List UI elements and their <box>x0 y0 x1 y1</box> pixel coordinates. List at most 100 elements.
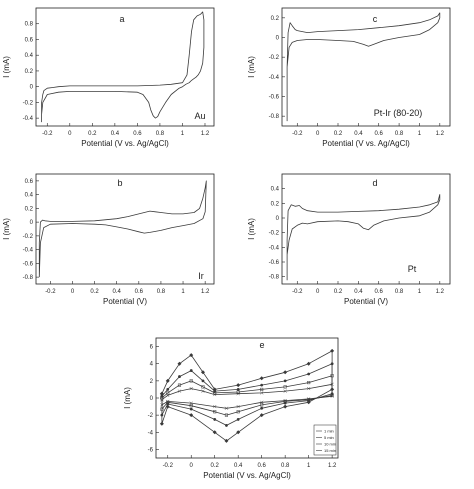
data-point <box>178 375 181 378</box>
panel-letter: c <box>373 14 378 24</box>
y-tick-label: 0 <box>30 85 34 91</box>
data-point <box>306 397 311 401</box>
panel-e: -0.2 0 0.2 0.4 0.6 0.8 1 1.2 -6 -4 -2 0 2 4 6 Potential… <box>123 337 339 480</box>
panel-a: -0.2 0 0.2 0.4 0.6 0.8 1 1.2 -0.4 -0.2 0 0.2 0.4 0.6 0… <box>2 7 215 148</box>
data-point <box>236 383 241 388</box>
x-tick-label: 0.4 <box>113 289 122 295</box>
panel-letter: d <box>372 178 377 188</box>
legend-entry: 5 min <box>324 435 334 440</box>
y-tick-label: -0.2 <box>269 55 280 61</box>
data-point <box>165 378 170 383</box>
data-point <box>177 383 182 387</box>
data-point <box>200 370 205 375</box>
data-point <box>260 383 264 387</box>
x-tick-label: 1 <box>181 289 185 295</box>
data-point <box>189 407 193 411</box>
data-point <box>236 388 240 391</box>
y-tick-label: -0.2 <box>23 100 34 106</box>
data-point <box>160 398 164 402</box>
data-point <box>236 404 240 409</box>
data-point <box>283 385 287 389</box>
y-tick-label: -0.8 <box>269 114 280 120</box>
data-point <box>160 403 164 407</box>
legend-box <box>313 424 337 456</box>
data-point <box>283 399 287 403</box>
x-tick-label: 1.2 <box>328 463 337 469</box>
plot-frame <box>155 337 339 459</box>
data-point <box>330 362 334 366</box>
data-point <box>213 404 217 409</box>
x-tick-label: 0.2 <box>88 131 97 137</box>
data-point <box>260 406 264 410</box>
data-point <box>213 410 217 414</box>
electrode-label: Pt-Ir (80-20) <box>374 108 423 118</box>
electrode-label: Ir <box>198 271 204 281</box>
y-tick-label: 0 <box>150 396 154 402</box>
y-tick-label: -0.4 <box>23 248 34 254</box>
data-point <box>166 393 170 398</box>
data-point <box>224 438 229 443</box>
x-axis-label: Potential (V vs. Ag/AgCl) <box>81 139 169 148</box>
y-tick-label: 0.4 <box>25 193 34 199</box>
data-point <box>236 418 240 421</box>
data-point <box>330 374 334 378</box>
plot-frame <box>35 173 215 285</box>
x-tick-label: -0.2 <box>163 463 174 469</box>
panel-letter: e <box>259 340 264 350</box>
series-line-c <box>286 12 441 122</box>
x-tick-label: 0.8 <box>395 131 404 137</box>
x-tick-label: 0.8 <box>395 289 404 295</box>
data-point <box>260 400 264 404</box>
data-point <box>166 388 170 391</box>
data-point <box>201 379 205 383</box>
y-tick-label: 0.2 <box>25 69 34 75</box>
series-line-1-min <box>161 350 333 442</box>
electrode-label: Au <box>194 111 205 121</box>
y-tick-label: 0.6 <box>25 179 34 185</box>
panel-letter: a <box>119 14 124 24</box>
x-axis-label: Potential (V) <box>103 297 147 306</box>
y-tick-label: -6 <box>148 447 154 453</box>
x-tick-label: 0.4 <box>354 289 363 295</box>
y-tick-label: -0.4 <box>269 75 280 81</box>
x-tick-label: 0.6 <box>133 131 142 137</box>
panel-letter: b <box>117 178 122 188</box>
data-point <box>260 403 264 407</box>
data-point <box>189 353 194 358</box>
y-tick-label: 0 <box>30 220 34 226</box>
legend-entry: 1 min <box>324 428 334 433</box>
data-point <box>307 372 311 376</box>
data-point <box>260 391 264 395</box>
data-point <box>283 404 288 409</box>
x-tick-label: 0 <box>316 289 320 295</box>
x-tick-label: 0.8 <box>157 289 166 295</box>
data-point <box>177 361 182 366</box>
data-point <box>283 398 287 403</box>
data-point <box>225 424 228 427</box>
data-point <box>189 369 193 372</box>
panel-d: -0.2 0 0.2 0.4 0.6 0.8 1 1.2 -0.8 -0.6 -0.4 -0.2 0 0.… <box>247 173 451 306</box>
y-tick-label: -0.8 <box>269 275 280 281</box>
x-tick-label: 0.2 <box>211 463 220 469</box>
x-tick-label: 1 <box>181 131 185 137</box>
data-point <box>177 389 182 393</box>
x-tick-label: 0 <box>71 289 75 295</box>
legend-entry: 10 min <box>324 441 336 446</box>
data-point <box>259 376 264 381</box>
data-point <box>224 406 229 410</box>
data-point <box>307 381 311 385</box>
data-point <box>213 391 217 395</box>
x-tick-label: 0.6 <box>375 131 384 137</box>
plot-frame <box>281 173 451 285</box>
y-tick-label: -0.6 <box>269 260 280 266</box>
data-point <box>307 398 311 402</box>
y-axis-label: I (mA) <box>123 387 132 409</box>
y-axis-label: I (mA) <box>247 218 256 240</box>
data-point <box>283 389 287 393</box>
y-tick-label: -0.2 <box>269 231 280 237</box>
data-point <box>283 370 288 375</box>
y-tick-label: 0.2 <box>271 201 280 207</box>
y-tick-label: 0.4 <box>271 187 280 193</box>
panel-b: -0.2 0 0.2 0.4 0.6 0.8 1 1.2 -0.8 -0.6 -0.4 -0.2 0 0.… <box>2 173 215 306</box>
